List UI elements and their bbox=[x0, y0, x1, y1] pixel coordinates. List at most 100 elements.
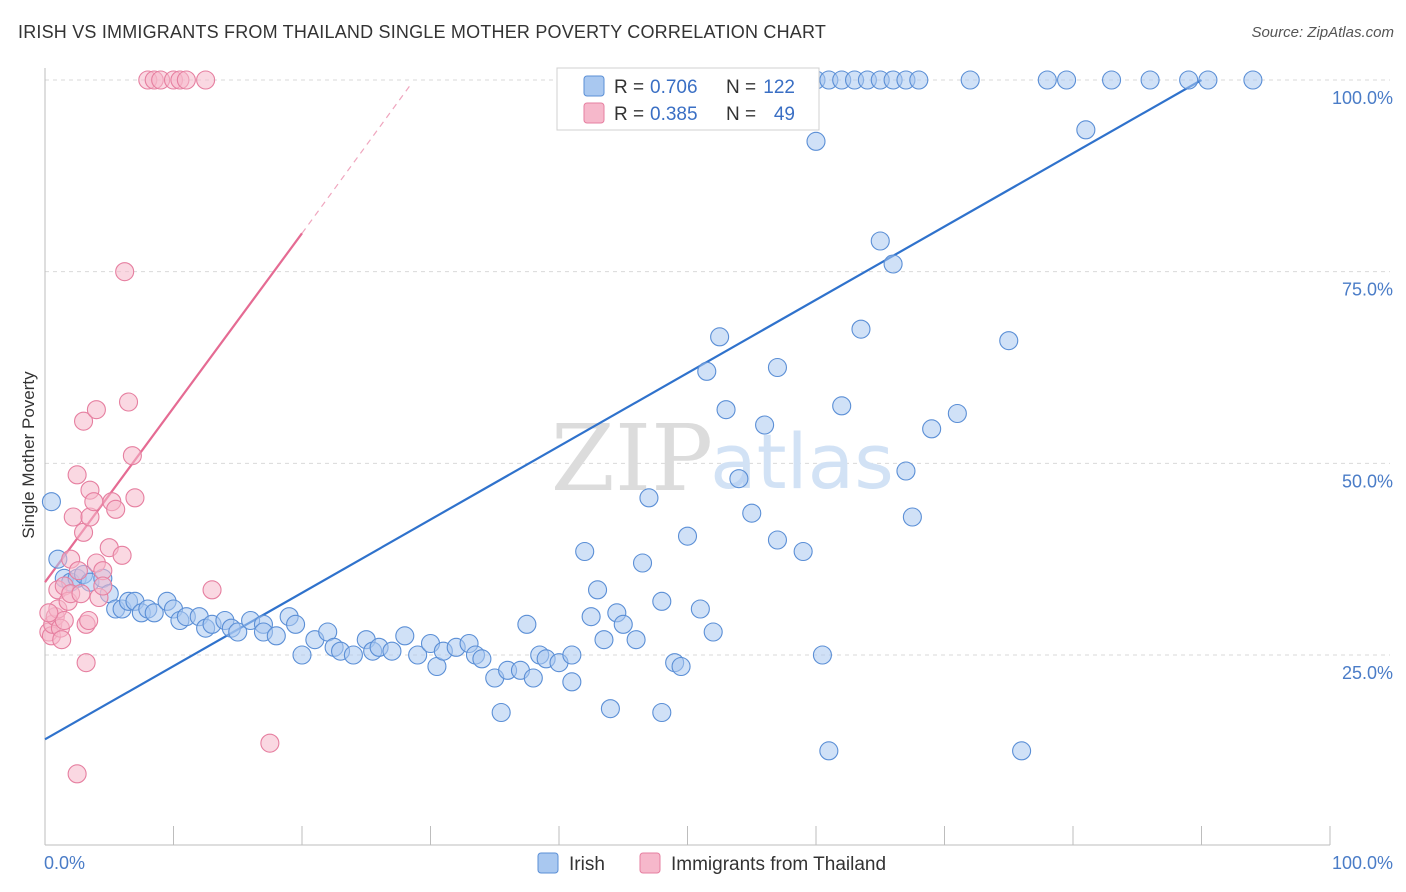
watermark-zip: ZIP bbox=[551, 405, 713, 512]
irish-point bbox=[1140, 70, 1160, 90]
thailand-point bbox=[76, 653, 96, 673]
legend-stats: R = 0.706 N = 122 R = 0.385 N = 49 bbox=[556, 67, 820, 131]
x-tick-label-max: 100.0% bbox=[1332, 853, 1393, 873]
thailand-point bbox=[54, 610, 74, 631]
irish-point bbox=[729, 469, 749, 489]
irish-point bbox=[1243, 70, 1263, 90]
thailand-point bbox=[202, 580, 222, 600]
irish-point bbox=[671, 656, 691, 677]
source-credit: Source: ZipAtlas.com bbox=[1251, 24, 1394, 41]
irish-point bbox=[652, 591, 672, 611]
irish-bottom-swatch bbox=[537, 852, 559, 874]
irish-point bbox=[742, 503, 762, 523]
irish-point bbox=[575, 541, 595, 562]
thailand-point bbox=[260, 733, 280, 753]
irish-trend-line bbox=[44, 79, 1203, 741]
irish-point bbox=[812, 645, 832, 665]
irish-point bbox=[626, 630, 646, 650]
irish-point bbox=[677, 526, 698, 546]
irish-point bbox=[703, 622, 723, 642]
thailand-point bbox=[122, 446, 142, 466]
irish-r-label: R = bbox=[614, 77, 644, 98]
irish-point bbox=[266, 626, 286, 646]
irish-point bbox=[408, 645, 428, 665]
irish-legend-swatch bbox=[583, 75, 605, 97]
irish-point bbox=[909, 70, 929, 90]
irish-point bbox=[851, 319, 871, 339]
thailand-point bbox=[118, 392, 139, 412]
irish-point bbox=[883, 254, 903, 274]
data-points bbox=[39, 70, 1263, 784]
irish-point bbox=[1102, 70, 1122, 90]
irish-point bbox=[755, 415, 775, 435]
irish-point bbox=[832, 396, 852, 416]
thailand-point bbox=[63, 507, 83, 527]
irish-point bbox=[806, 131, 826, 151]
irish-point bbox=[1057, 70, 1077, 90]
y-tick-label-25: 25.0% bbox=[1342, 663, 1393, 683]
irish-point bbox=[382, 641, 402, 661]
thailand-n-value: 49 bbox=[774, 104, 795, 125]
thailand-point bbox=[67, 764, 87, 784]
irish-point bbox=[562, 645, 582, 665]
thailand-legend-swatch bbox=[583, 102, 605, 124]
irish-point bbox=[581, 607, 601, 627]
irish-point bbox=[639, 488, 659, 508]
axes: 0.0% 100.0% 25.0% 50.0% 75.0% 100.0% bbox=[44, 68, 1393, 873]
irish-point bbox=[523, 668, 543, 688]
irish-point bbox=[517, 614, 537, 634]
thailand-point bbox=[84, 492, 104, 512]
thailand-point bbox=[74, 411, 94, 431]
irish-point bbox=[228, 622, 248, 642]
thailand-point bbox=[52, 630, 72, 650]
irish-point bbox=[292, 645, 312, 665]
chart-title: IRISH VS IMMIGRANTS FROM THAILAND SINGLE… bbox=[18, 22, 827, 42]
legend-series: Irish Immigrants from Thailand bbox=[537, 852, 886, 875]
irish-point bbox=[767, 357, 788, 378]
y-tick-label-75: 75.0% bbox=[1342, 280, 1393, 300]
irish-point bbox=[1198, 70, 1218, 90]
thailand-point bbox=[68, 561, 88, 581]
irish-point bbox=[819, 741, 839, 761]
watermark-atlas: atlas bbox=[710, 417, 894, 506]
y-axis-label: Single Mother Poverty bbox=[19, 371, 38, 539]
irish-point bbox=[1179, 70, 1199, 90]
irish-n-value: 122 bbox=[763, 77, 795, 98]
irish-point bbox=[562, 672, 582, 692]
irish-point bbox=[395, 626, 415, 646]
irish-point bbox=[999, 331, 1019, 351]
thailand-r-label: R = bbox=[614, 104, 644, 125]
irish-point bbox=[472, 649, 492, 669]
thailand-point bbox=[39, 603, 59, 623]
irish-bottom-label: Irish bbox=[569, 854, 605, 875]
thailand-point bbox=[106, 499, 126, 519]
irish-point bbox=[697, 361, 717, 381]
irish-point bbox=[870, 231, 890, 251]
irish-point bbox=[716, 400, 736, 420]
irish-point bbox=[613, 614, 633, 634]
x-tick-label-min: 0.0% bbox=[44, 853, 85, 873]
thailand-trend-extension bbox=[301, 83, 412, 234]
irish-point bbox=[947, 403, 967, 424]
irish-point bbox=[587, 580, 608, 600]
gridlines bbox=[45, 79, 1390, 656]
thailand-point bbox=[125, 488, 145, 508]
irish-point bbox=[960, 70, 980, 90]
irish-point bbox=[1037, 70, 1057, 90]
thailand-point bbox=[79, 610, 99, 631]
irish-point bbox=[1076, 120, 1096, 140]
irish-point bbox=[600, 699, 620, 719]
irish-point bbox=[1012, 741, 1032, 761]
thailand-bottom-swatch bbox=[639, 852, 661, 874]
thailand-bottom-label: Immigrants from Thailand bbox=[671, 854, 886, 875]
irish-n-label: N = bbox=[726, 77, 756, 98]
irish-point bbox=[710, 327, 730, 347]
irish-point bbox=[41, 492, 61, 512]
y-tick-label-100: 100.0% bbox=[1332, 88, 1393, 108]
irish-r-value: 0.706 bbox=[650, 77, 698, 98]
irish-point bbox=[896, 461, 916, 481]
thailand-point bbox=[93, 576, 113, 596]
thailand-point bbox=[115, 262, 135, 282]
